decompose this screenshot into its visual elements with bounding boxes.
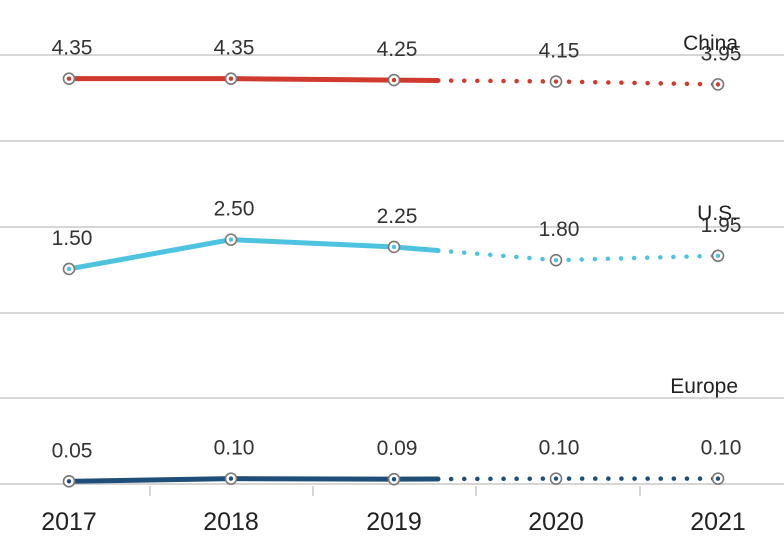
data-label: 0.10 bbox=[214, 437, 255, 460]
series-line-forecast-1 bbox=[435, 248, 721, 263]
x-tick-label: 2018 bbox=[203, 508, 259, 536]
data-point-core bbox=[553, 79, 559, 84]
data-point-core bbox=[391, 476, 397, 482]
data-label: 2.25 bbox=[377, 205, 418, 228]
series-name-label: U.S. bbox=[697, 202, 738, 225]
data-point-core bbox=[715, 476, 721, 481]
x-axis: 2017 2018 2019 2020 2021 bbox=[41, 486, 746, 536]
series-name-label: China bbox=[683, 32, 738, 55]
data-point-core bbox=[66, 479, 72, 484]
data-label: 4.25 bbox=[377, 38, 418, 61]
data-point-core bbox=[391, 77, 397, 83]
data-point-core bbox=[228, 237, 234, 242]
data-label: 0.10 bbox=[539, 437, 580, 460]
x-tick-label: 2021 bbox=[690, 508, 746, 536]
series-line-actual-2 bbox=[66, 476, 441, 484]
gridlines bbox=[0, 54, 784, 485]
data-label: 4.35 bbox=[52, 37, 93, 60]
data-point-core bbox=[391, 244, 397, 250]
x-tick-label: 2020 bbox=[528, 508, 584, 536]
data-point-core bbox=[715, 253, 721, 258]
data-point-core bbox=[715, 82, 721, 87]
data-label: 0.09 bbox=[377, 437, 418, 460]
data-label: 4.35 bbox=[214, 37, 255, 60]
data-point-core bbox=[228, 76, 234, 81]
x-tick-label: 2017 bbox=[41, 508, 97, 536]
data-label: 2.50 bbox=[214, 198, 255, 221]
data-point-core bbox=[66, 76, 72, 81]
series-lines bbox=[62, 72, 725, 488]
data-label: 1.50 bbox=[52, 227, 93, 250]
data-point-core bbox=[553, 476, 559, 481]
data-label: 0.10 bbox=[701, 437, 742, 460]
data-label: 1.95 bbox=[701, 214, 742, 237]
series-name-label: Europe bbox=[670, 375, 738, 398]
data-point-core bbox=[66, 266, 72, 272]
data-point-core bbox=[553, 257, 559, 263]
series-line-actual-0 bbox=[66, 76, 441, 83]
data-label: 3.95 bbox=[701, 42, 742, 65]
data-point-core bbox=[228, 476, 234, 481]
series-line-actual-1 bbox=[66, 237, 441, 272]
data-label: 1.80 bbox=[539, 218, 580, 241]
data-label: 0.05 bbox=[52, 439, 93, 462]
data-label: 4.15 bbox=[539, 40, 580, 63]
series-line-forecast-0 bbox=[435, 78, 721, 87]
x-tick-label: 2019 bbox=[366, 508, 422, 536]
